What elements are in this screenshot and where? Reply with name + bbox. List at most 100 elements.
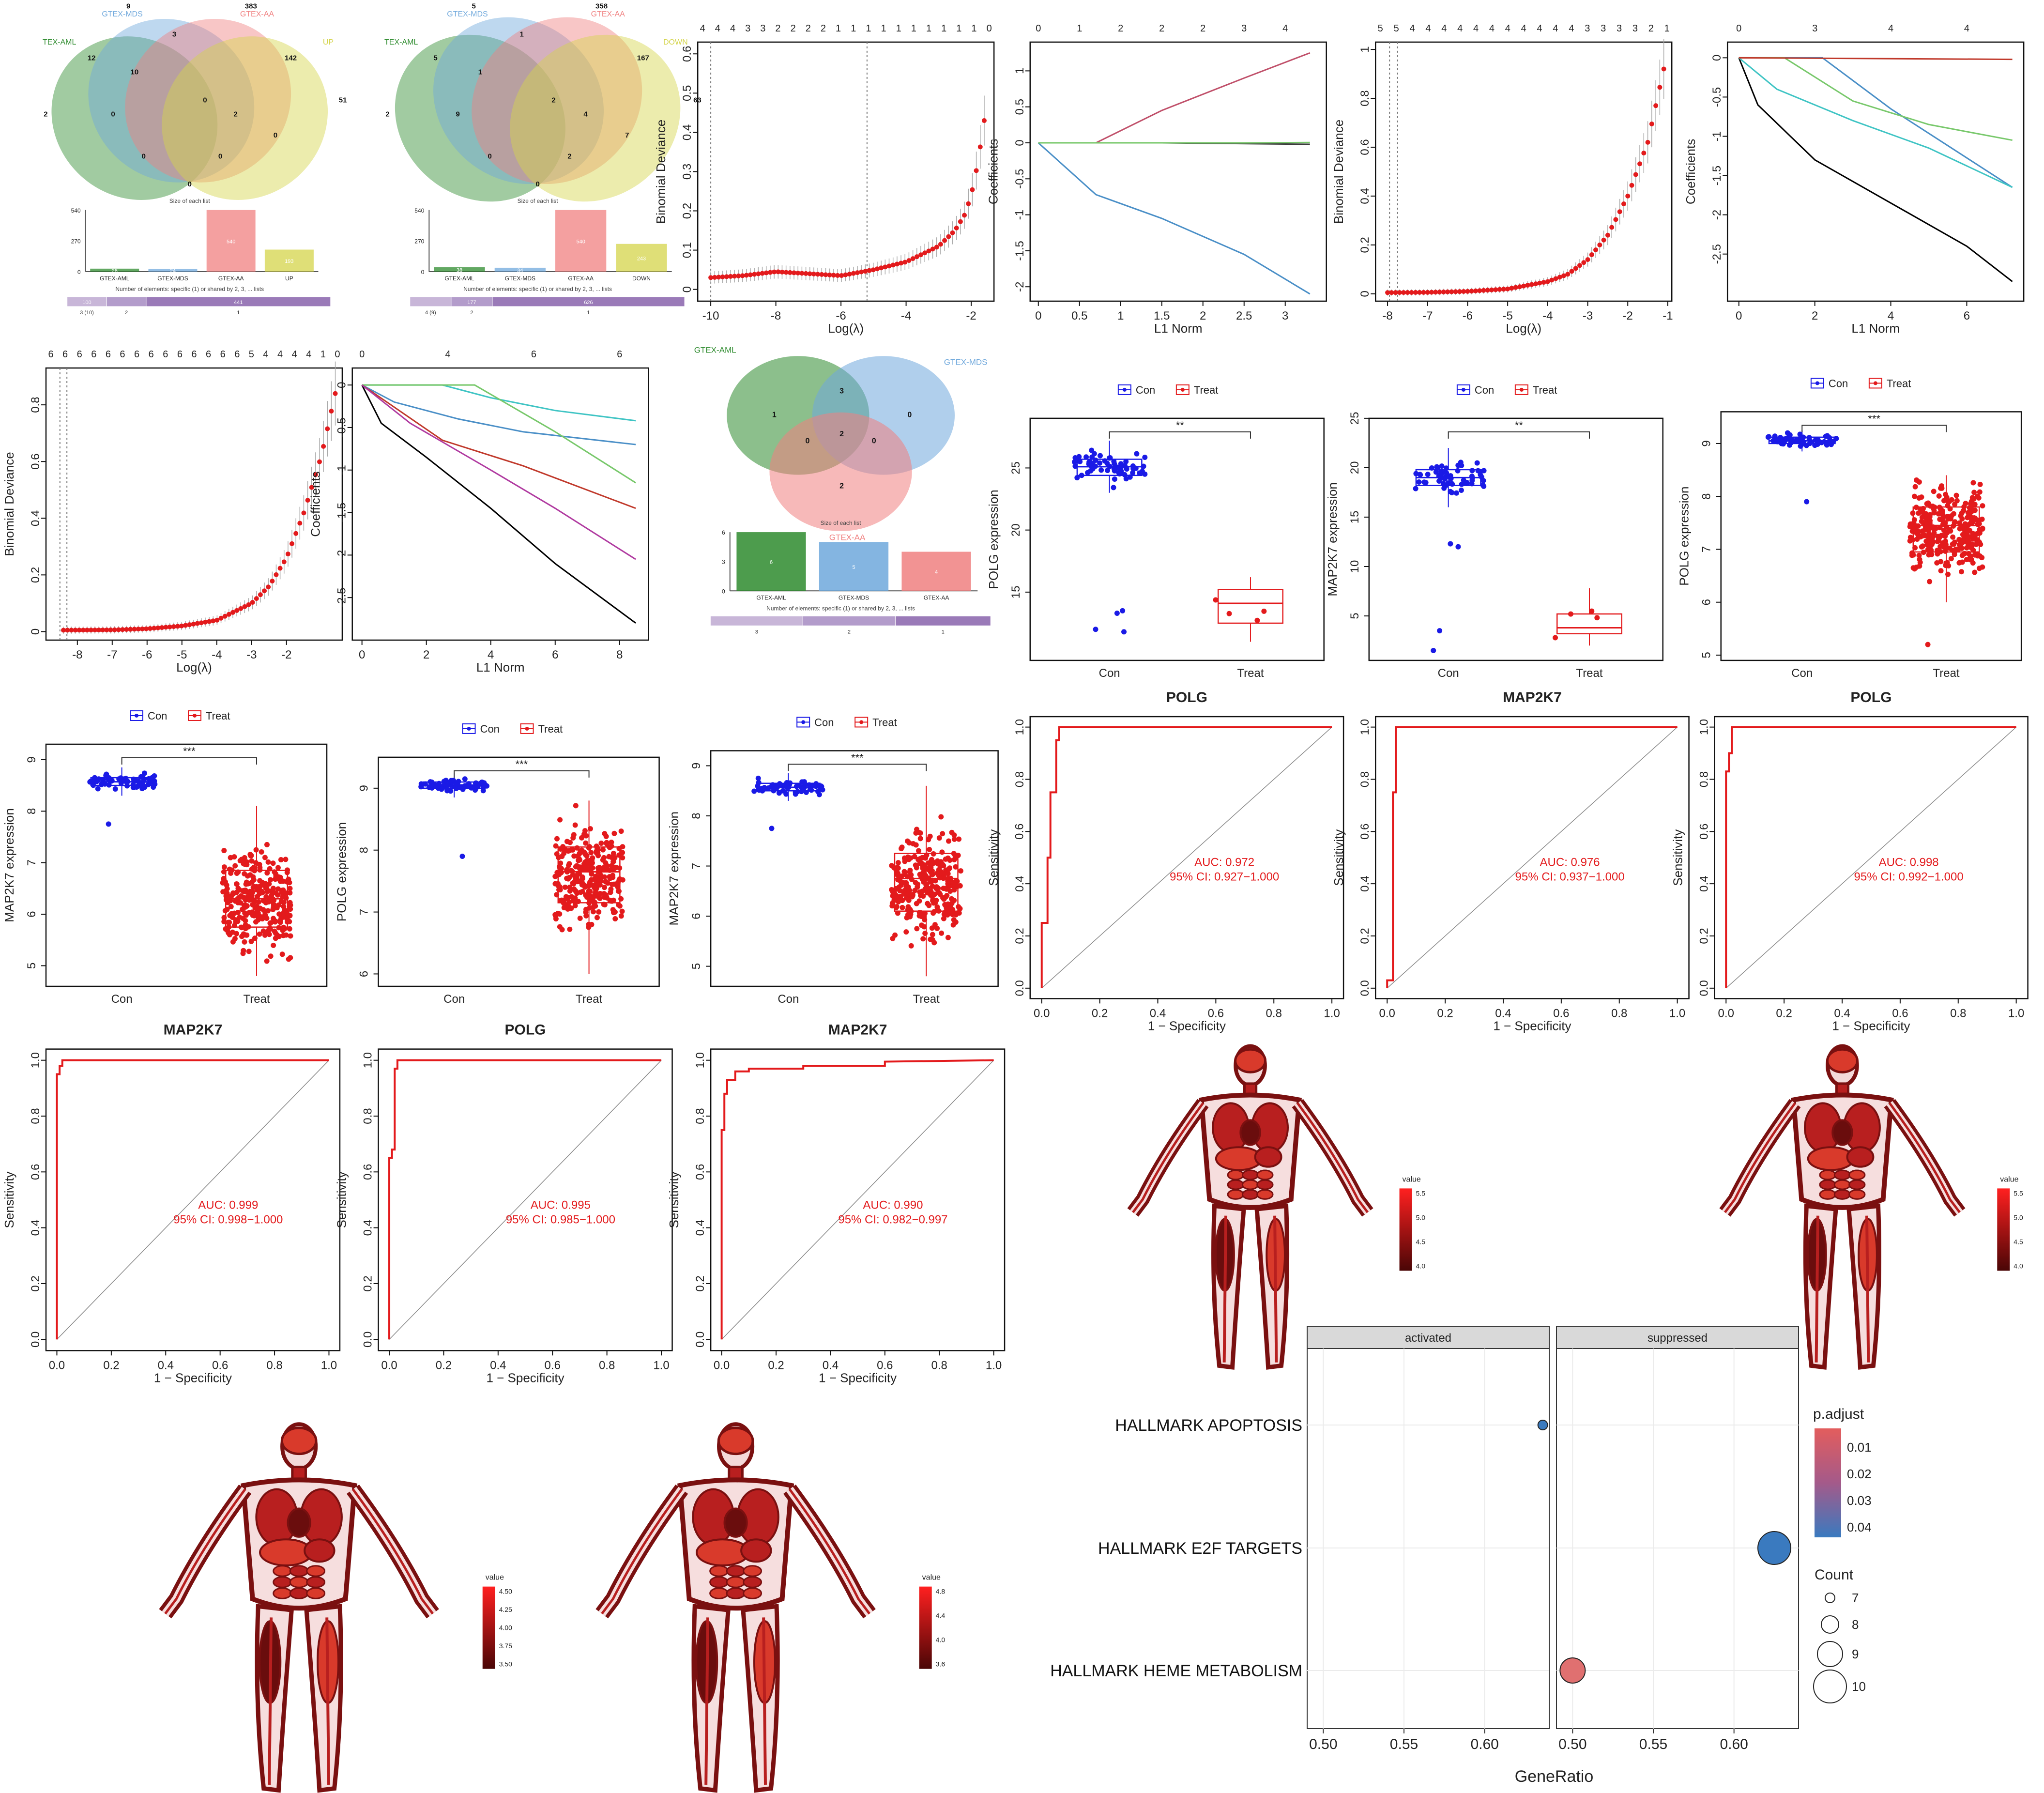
leg-left-shape-vessel xyxy=(704,1617,710,1785)
heart-shape xyxy=(1831,1119,1853,1146)
y-tick-label: -1 xyxy=(336,465,349,475)
data-point xyxy=(1940,516,1946,521)
cv-point xyxy=(827,272,832,277)
data-point xyxy=(92,775,98,781)
data-point xyxy=(1980,525,1985,531)
y-tick-label: 1.0 xyxy=(1013,719,1026,735)
data-point xyxy=(934,870,940,876)
y-axis-label: Binomial Deviance xyxy=(2,452,16,556)
data-point xyxy=(259,849,264,855)
y-tick-label: 8 xyxy=(1700,493,1713,500)
y-tick-label: 0 xyxy=(1710,55,1724,61)
cv-point xyxy=(914,254,919,260)
y-axis-label: POLG expression xyxy=(335,822,349,921)
cv-point xyxy=(926,248,931,254)
data-point xyxy=(1949,497,1954,503)
data-point xyxy=(940,831,946,837)
data-point xyxy=(480,784,486,790)
data-point xyxy=(1924,533,1930,539)
data-point xyxy=(594,915,600,920)
data-point xyxy=(234,870,240,876)
data-point xyxy=(237,858,243,864)
y-axis-label: Sensitivity xyxy=(667,1171,681,1228)
data-point xyxy=(1824,442,1830,448)
data-point xyxy=(612,916,618,921)
y-tick-label: 0.8 xyxy=(29,1108,42,1124)
venn-panel-i: GTEX-AML GTEX-MDS GTEX-AA 1 3 0 2 0 0 2 Size of ea… xyxy=(694,345,991,635)
data-point xyxy=(255,906,260,912)
x-tick-label: 1.0 xyxy=(1324,1007,1340,1020)
x-tick-label: -4 xyxy=(1542,309,1553,322)
coef-path-3 xyxy=(1038,141,1310,144)
cv-point xyxy=(1549,277,1555,283)
data-point xyxy=(756,780,762,785)
bar-2 xyxy=(206,210,256,272)
boxplot-panel-l: 5 6 7 8 9 Con Treat Con Treat *** POLG expression xyxy=(1677,377,2022,680)
intestine-shape xyxy=(1256,1169,1274,1180)
venn-region-count: 51 xyxy=(339,96,347,104)
top-tick-label: 2 xyxy=(1648,23,1654,34)
x-axis-label: 1 − Specificity xyxy=(486,1370,564,1385)
venn-region-count: 3 xyxy=(172,30,176,38)
data-point xyxy=(1958,542,1964,548)
y-tick-label: 6 xyxy=(25,911,38,917)
data-point xyxy=(1594,615,1600,621)
data-point xyxy=(941,886,946,891)
x-tick-label: 0.6 xyxy=(1208,1007,1224,1020)
data-point xyxy=(1930,532,1936,538)
cv-point xyxy=(839,273,844,278)
data-point xyxy=(1936,536,1942,542)
data-point xyxy=(933,897,939,903)
colorbar-tick: 4.0 xyxy=(2013,1262,2023,1270)
cv-point xyxy=(61,628,66,633)
top-tick-label: 3 xyxy=(1601,23,1606,34)
data-point xyxy=(429,785,435,791)
data-point xyxy=(938,814,944,820)
y-tick-label: 0.2 xyxy=(1013,928,1026,944)
cv-point xyxy=(823,272,828,277)
x-axis-label: Log(λ) xyxy=(828,321,864,336)
legend-label: Con xyxy=(148,710,167,722)
data-point xyxy=(932,878,938,884)
data-point xyxy=(556,855,562,860)
data-point xyxy=(1913,565,1919,570)
size-legend-circle xyxy=(1817,1641,1843,1667)
cv-point xyxy=(783,270,789,275)
data-point xyxy=(1950,548,1955,553)
data-point xyxy=(1948,556,1954,562)
intestine-shape xyxy=(1848,1169,1866,1180)
cv-point xyxy=(863,269,868,274)
data-point xyxy=(907,888,913,893)
y-tick-label: 0.6 xyxy=(29,454,42,470)
box-1 xyxy=(1556,613,1623,635)
data-point xyxy=(1798,443,1803,449)
cv-point xyxy=(874,266,880,272)
cv-point xyxy=(1589,252,1594,258)
data-point xyxy=(917,836,923,842)
intestine-shape xyxy=(306,1587,326,1599)
term-label: HALLMARK HEME METABOLISM xyxy=(1050,1662,1302,1680)
cv-point xyxy=(716,275,721,280)
outlier-point xyxy=(1121,629,1127,635)
data-point xyxy=(1920,506,1926,511)
cv-point xyxy=(321,444,326,449)
data-point xyxy=(586,924,592,930)
data-point xyxy=(1429,465,1434,471)
top-tick-label: 3 xyxy=(1812,23,1817,34)
cv-point xyxy=(787,270,793,275)
data-point xyxy=(901,891,907,897)
y-tick-label: 1 xyxy=(1358,46,1372,52)
data-point xyxy=(798,789,804,795)
coef-path-5 xyxy=(361,384,636,560)
intestine-shape xyxy=(1819,1189,1836,1200)
data-point xyxy=(803,789,809,795)
arm-left-shape-vessel xyxy=(164,1488,246,1615)
cv-point xyxy=(297,521,303,526)
arm-left-shape-vessel xyxy=(601,1488,683,1615)
data-point xyxy=(771,788,777,794)
data-point xyxy=(1814,439,1820,445)
top-tick-label: 1 xyxy=(896,23,901,34)
cv-point xyxy=(1601,237,1606,243)
venn-region-count: 1 xyxy=(478,68,482,77)
cv-point xyxy=(1393,290,1398,295)
